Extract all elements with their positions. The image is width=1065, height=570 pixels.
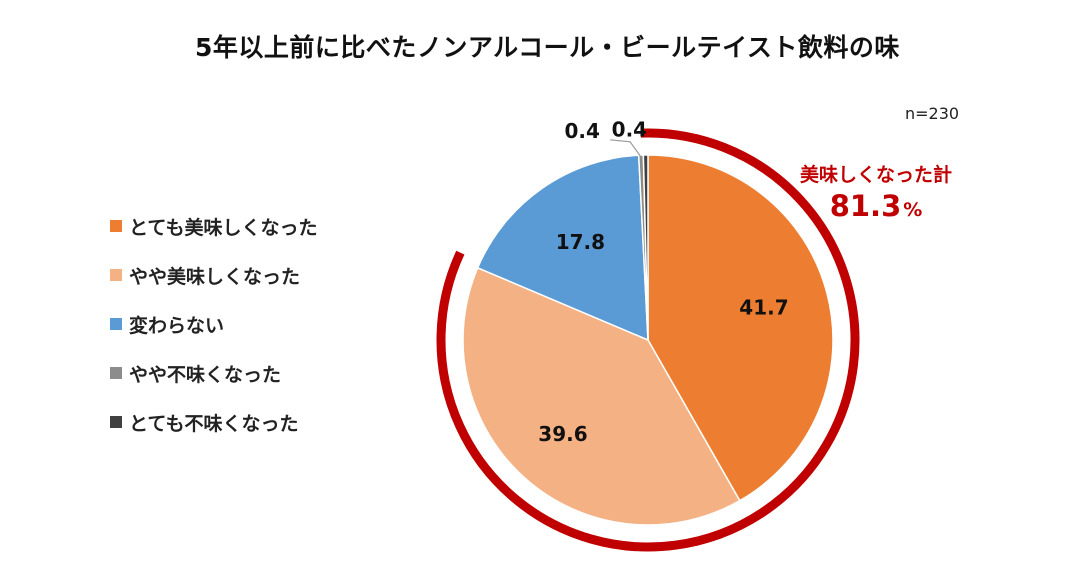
slice-value-label: 0.4	[564, 119, 599, 143]
slice-value-label: 41.7	[739, 296, 788, 320]
slice-somewhat-tasty	[462, 266, 741, 526]
legend-swatch	[110, 416, 122, 428]
slice-value-label: 39.6	[538, 422, 587, 446]
legend-swatch	[110, 269, 122, 281]
legend-label: やや不味くなった	[129, 363, 282, 386]
legend-swatch	[110, 367, 122, 379]
legend-swatch	[110, 318, 122, 330]
legend: とても美味しくなった やや美味しくなった 変わらない やや不味くなった とても不…	[110, 210, 317, 455]
slice-unchanged	[476, 154, 649, 342]
highlight-arc	[436, 128, 860, 552]
legend-item-somewhat-tasty: やや美味しくなった	[110, 259, 317, 291]
legend-label: 変わらない	[129, 314, 225, 337]
legend-item-somewhat-worse: やや不味くなった	[110, 357, 317, 389]
slice-much-worse	[642, 154, 649, 341]
slice-very-tasty	[647, 154, 834, 502]
highlight-value-wrap: 81.3%	[800, 189, 952, 223]
legend-label: とても不味くなった	[129, 412, 299, 435]
legend-item-very-tasty: とても美味しくなった	[110, 210, 317, 242]
leader-line	[610, 139, 642, 158]
legend-item-unchanged: 変わらない	[110, 308, 317, 340]
chart-title: 5年以上前に比べたノンアルコール・ビールテイスト飲料の味	[195, 33, 900, 62]
legend-label: やや美味しくなった	[129, 265, 301, 288]
legend-item-much-worse: とても不味くなった	[110, 406, 317, 438]
highlight-callout: 美味しくなった計 81.3%	[800, 160, 952, 223]
slice-value-label: 17.8	[556, 230, 605, 254]
highlight-value: 81.3	[829, 189, 902, 223]
highlight-unit: %	[903, 199, 923, 221]
legend-swatch	[110, 220, 122, 232]
sample-size-label: n=230	[905, 104, 960, 123]
slice-value-label: 0.4	[612, 118, 647, 142]
highlight-label: 美味しくなった計	[800, 164, 953, 186]
legend-label: とても美味しくなった	[129, 216, 318, 239]
